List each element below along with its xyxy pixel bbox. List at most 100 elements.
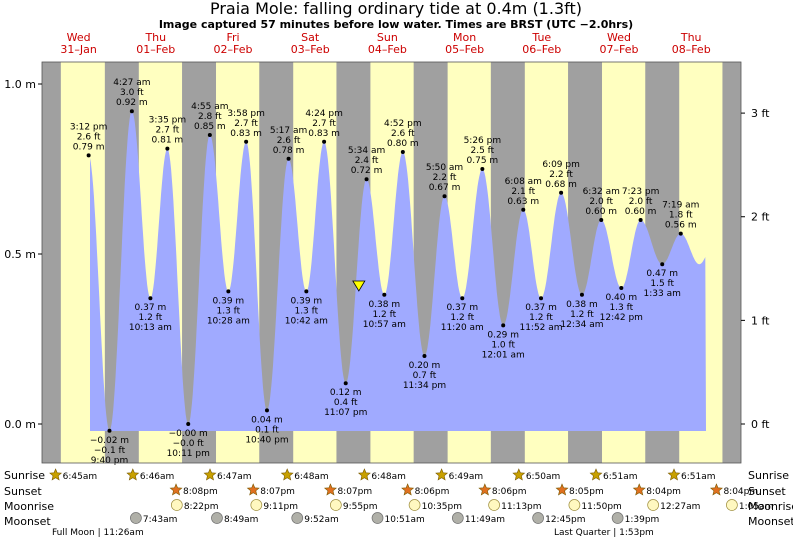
extreme-time-label: 12:42 pm: [600, 313, 643, 323]
extreme-m-label: 0.60 m: [585, 207, 617, 217]
extreme-ft-label: 0.7 ft: [413, 371, 437, 381]
right-axis-label: 0 ft: [751, 418, 770, 431]
moonset-icon: [130, 512, 142, 524]
extreme-ft-label: 2.0 ft: [629, 197, 653, 207]
moonrise-icon: [330, 499, 342, 511]
extreme-ft-label: 2.7 ft: [156, 126, 180, 136]
tide-area: [90, 111, 706, 432]
sunrise-icon: [49, 468, 63, 481]
day-labels: Wed31–JanThu01–FebFri02–FebSat03–FebSun0…: [60, 31, 710, 56]
sunrise-icon: [435, 468, 449, 481]
sunrise-icon: [203, 468, 217, 481]
moonrise-time: 10:35pm: [422, 502, 462, 512]
extreme-ft-label: 2.2 ft: [433, 173, 457, 183]
extreme-m-label: 0.85 m: [194, 122, 226, 132]
extreme-ft-label: 2.8 ft: [198, 112, 222, 122]
day-of-week-label: Thu: [144, 31, 166, 44]
extreme-ft-label: 1.2 ft: [570, 310, 594, 320]
moonset-time: 10:51am: [385, 515, 425, 525]
extreme-m-label: 0.68 m: [545, 180, 577, 190]
tide-extreme-point: [400, 150, 405, 154]
right-axis-label: 1 ft: [751, 314, 770, 327]
moonset-icon: [211, 512, 223, 524]
moonrise-icon: [488, 499, 500, 511]
extreme-time-label: 4:24 pm: [305, 109, 343, 119]
sunset-time: 8:07pm: [260, 487, 295, 497]
row-label-right: Moonset: [748, 515, 793, 528]
extreme-ft-label: 2.5 ft: [470, 146, 494, 156]
extreme-ft-label: 1.5 ft: [650, 279, 674, 289]
extreme-time-label: 10:57 am: [363, 320, 406, 330]
date-label: 01–Feb: [136, 43, 175, 56]
extreme-time-label: 10:40 pm: [245, 435, 288, 445]
date-label: 05–Feb: [445, 43, 484, 56]
sunrise-time: 6:47am: [217, 472, 252, 482]
row-label-right: Sunset: [748, 485, 786, 498]
extreme-ft-label: 1.2 ft: [139, 313, 163, 323]
extreme-m-label: 0.81 m: [152, 136, 184, 146]
extreme-time-label: 5:34 am: [348, 146, 385, 156]
moonset-time: 7:43am: [143, 515, 178, 525]
extreme-time-label: 7:23 pm: [622, 187, 660, 197]
row-label-right: Sunrise: [748, 469, 789, 482]
extreme-ft-label: 1.8 ft: [669, 211, 693, 221]
extreme-ft-label: 1.2 ft: [372, 310, 396, 320]
extreme-m-label: −0.00 m: [169, 429, 208, 439]
sunrise-icon: [357, 468, 371, 481]
sunrise-time: 6:51am: [681, 472, 716, 482]
tide-extreme-point: [286, 156, 291, 161]
moonrise-time: 11:50pm: [581, 502, 621, 512]
tide-extreme-point: [129, 109, 134, 114]
day-of-week-label: Sun: [377, 31, 398, 44]
date-label: 02–Feb: [214, 43, 253, 56]
extreme-time-label: 10:11 pm: [167, 449, 210, 459]
extreme-ft-label: 2.2 ft: [549, 170, 573, 180]
sunset-icon: [555, 483, 569, 496]
extreme-ft-label: 1.2 ft: [529, 313, 553, 323]
sunset-icon: [401, 483, 415, 496]
tide-extreme-point: [364, 177, 369, 182]
extreme-m-label: 0.20 m: [409, 361, 441, 371]
tide-extreme-point: [382, 292, 387, 297]
axes: 1.0 m 0.5 m 0.0 m 3 ft 2 ft 1 ft 0 ft: [4, 61, 770, 464]
sunset-time: 8:04pm: [646, 487, 681, 497]
extreme-m-label: 0.40 m: [605, 293, 637, 303]
extreme-ft-label: 2.6 ft: [77, 132, 101, 142]
extreme-ft-label: 0.1 ft: [255, 425, 279, 435]
extreme-time-label: 10:42 am: [285, 316, 328, 326]
tide-extreme-point: [539, 296, 544, 301]
moonset-icon: [451, 512, 464, 524]
extreme-m-label: 0.63 m: [507, 197, 539, 207]
extreme-time-label: 11:07 pm: [324, 408, 367, 418]
sunrise-icon: [667, 468, 681, 481]
extreme-m-label: 0.56 m: [665, 221, 697, 231]
tide-extreme-point: [107, 428, 112, 433]
extreme-ft-label: 1.3 ft: [609, 303, 633, 313]
extreme-m-label: 0.75 m: [467, 156, 499, 166]
tide-extreme-point: [501, 323, 506, 328]
row-label-right: Moonrise: [748, 500, 793, 513]
moonrise-icon: [726, 499, 738, 511]
moonrise-icon: [250, 499, 263, 511]
extreme-time-label: 3:35 pm: [149, 116, 187, 126]
sunrise-time: 6:48am: [371, 472, 406, 482]
sunrise-time: 6:46am: [140, 472, 175, 482]
day-of-week-label: Wed: [67, 31, 91, 44]
sunrise-time: 6:49am: [449, 472, 484, 482]
sunset-icon: [169, 483, 183, 496]
sunset-time: 8:08pm: [183, 487, 218, 497]
extreme-time-label: 4:27 am: [113, 78, 150, 88]
extreme-ft-label: 2.7 ft: [234, 119, 258, 129]
extreme-time-label: 7:19 am: [662, 201, 699, 211]
date-label: 03–Feb: [291, 43, 330, 56]
tide-extreme-point: [322, 139, 327, 144]
sunrise-time: 6:48am: [294, 472, 329, 482]
extreme-ft-label: 1.3 ft: [294, 306, 318, 316]
extreme-time-label: 12:01 am: [482, 350, 525, 360]
tide-extreme-point: [660, 262, 665, 267]
moonset-time: 11:49am: [465, 515, 505, 525]
extreme-time-label: 6:08 am: [505, 177, 542, 187]
moonrise-time: 12:27am: [660, 502, 700, 512]
extreme-m-label: 0.67 m: [429, 183, 461, 193]
extreme-ft-label: 1.2 ft: [450, 313, 474, 323]
